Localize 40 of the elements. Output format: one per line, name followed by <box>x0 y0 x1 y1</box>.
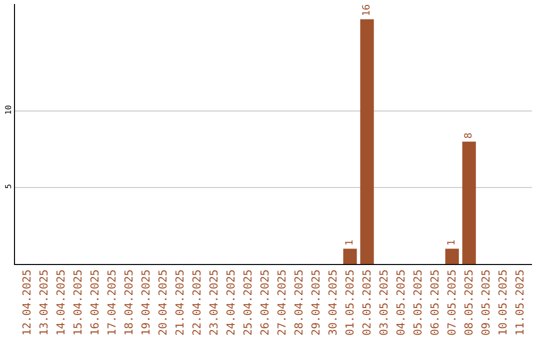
data-label: 1 <box>344 240 356 246</box>
data-label: 1 <box>446 240 458 246</box>
x-tick-label: 07.05.2025 <box>446 269 459 336</box>
y-tick-label: 5 <box>4 184 13 189</box>
bar <box>343 248 357 264</box>
x-tick-label: 21.04.2025 <box>174 269 187 336</box>
x-tick-label: 16.04.2025 <box>88 269 102 336</box>
bar <box>445 248 459 264</box>
x-tick-label: 01.05.2025 <box>344 269 357 336</box>
x-tick-label: 17.04.2025 <box>106 269 119 336</box>
x-tick-label: 29.04.2025 <box>310 269 323 336</box>
x-tick-label: 06.05.2025 <box>428 269 442 336</box>
x-tick-label: 15.04.2025 <box>71 269 84 336</box>
x-tick-label: 04.05.2025 <box>394 269 408 336</box>
x-tick-label: 03.05.2025 <box>378 269 391 336</box>
x-tick-label: 26.04.2025 <box>258 269 272 336</box>
x-tick-label: 09.05.2025 <box>480 269 493 336</box>
data-label: 8 <box>464 132 475 139</box>
x-tick-label: 25.04.2025 <box>242 269 255 336</box>
y-tick-label: 10 <box>4 104 13 115</box>
bar <box>462 142 476 264</box>
x-tick-label: 23.04.2025 <box>208 269 221 336</box>
x-tick-label: 22.04.2025 <box>190 269 204 336</box>
x-tick-label: 28.04.2025 <box>292 269 306 336</box>
x-tick-label: 24.04.2025 <box>224 269 238 336</box>
x-tick-label: 13.04.2025 <box>37 269 50 336</box>
x-tick-label: 27.04.2025 <box>276 269 289 336</box>
x-tick-label: 12.04.2025 <box>20 269 34 336</box>
x-tick-label: 14.04.2025 <box>54 269 68 336</box>
x-tick-label: 08.05.2025 <box>462 269 476 336</box>
x-tick-label: 05.05.2025 <box>412 269 425 336</box>
bar <box>360 19 374 264</box>
x-tick-label: 19.04.2025 <box>140 269 153 336</box>
x-tick-label: 10.05.2025 <box>496 269 510 336</box>
x-tick-label: 11.05.2025 <box>514 269 527 336</box>
x-tick-label: 20.04.2025 <box>156 269 170 336</box>
x-tick-label: 02.05.2025 <box>360 269 374 336</box>
x-tick-label: 30.04.2025 <box>326 269 340 336</box>
data-label: 16 <box>362 4 373 16</box>
x-tick-label: 18.04.2025 <box>122 269 136 336</box>
